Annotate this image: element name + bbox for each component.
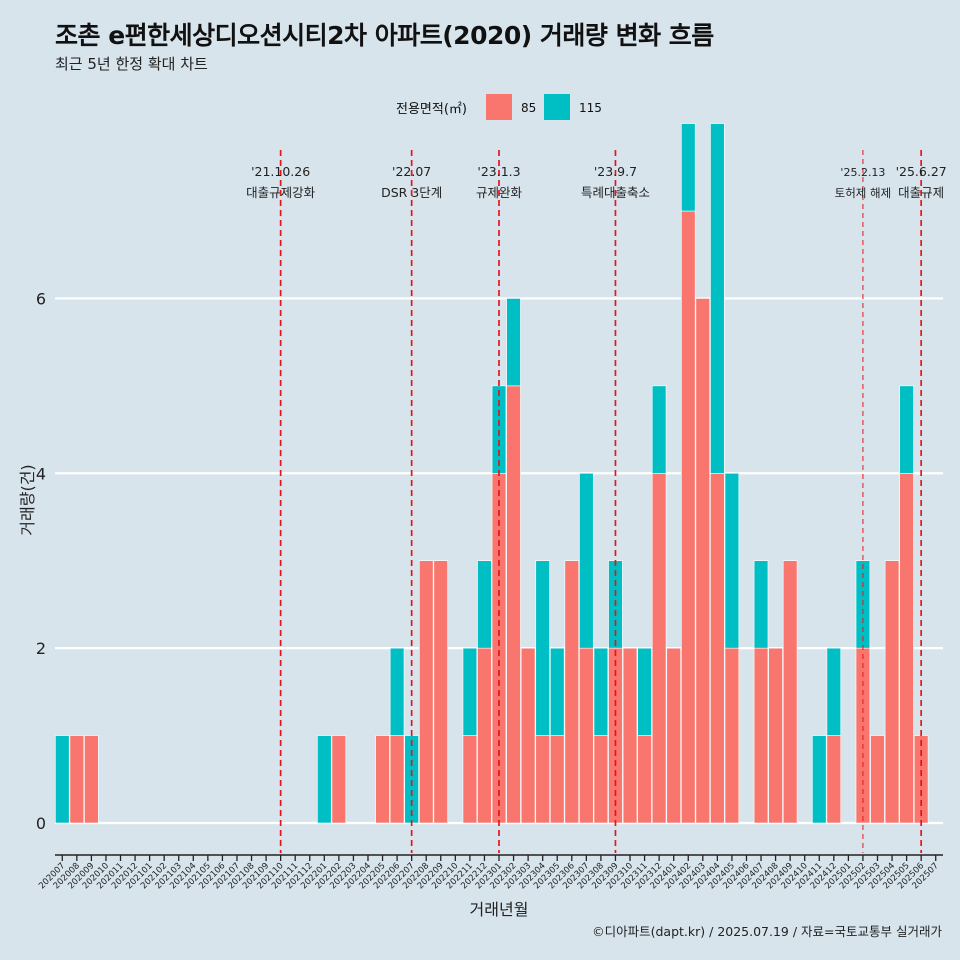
bar-85-202407: [753, 647, 769, 824]
bar-115-202404: [710, 123, 725, 474]
bar-85-202405: [724, 647, 740, 824]
event-label: 대출규제: [898, 185, 944, 200]
bar-85-202008: [69, 735, 85, 824]
event-date-label: '25.2.13: [840, 166, 885, 179]
bar-85-202504: [884, 560, 900, 824]
bar-115-202405: [724, 472, 740, 649]
event-date-label: '23.9.7: [594, 164, 637, 179]
bar-85-202208: [418, 560, 434, 824]
event-date-label: '22.07: [392, 164, 431, 179]
bar-85-202408: [768, 647, 783, 824]
bar-85-202209: [433, 560, 448, 824]
bar-85-202402: [681, 210, 696, 824]
bar-85-202206: [389, 735, 405, 824]
bar-85-202212: [477, 647, 492, 824]
bar-115-202007: [55, 735, 70, 824]
page-subtitle: 최근 5년 한정 확대 차트: [55, 55, 208, 73]
bar-115-202411: [812, 735, 827, 824]
bar-115-202505: [899, 385, 914, 474]
event-label: 대출규제강화: [246, 185, 316, 200]
bar-115-202201: [317, 735, 332, 824]
y-axis-title: 거래량(건): [18, 464, 37, 535]
bar-85-202310: [622, 647, 638, 824]
event-label: DSR 3단계: [381, 185, 442, 200]
bar-85-202009: [84, 735, 99, 824]
bar-85-202401: [666, 647, 681, 824]
bar-85-202503: [870, 735, 885, 824]
bar-115-202211: [462, 647, 478, 736]
bar-115-202206: [389, 647, 405, 736]
bar-85-202302: [506, 385, 521, 824]
bar-115-202304: [535, 560, 550, 736]
x-axis-title: 거래년월: [470, 900, 529, 919]
event-date-label: '25.6.27: [896, 164, 947, 179]
y-tick-label: 6: [36, 289, 46, 308]
legend-swatch-85: [486, 94, 512, 120]
bar-85-202409: [782, 560, 798, 824]
bar-85-202404: [710, 472, 725, 824]
event-date-label: '23.1.3: [477, 164, 520, 179]
y-tick-label: 0: [36, 814, 46, 833]
bar-85-202403: [695, 298, 711, 824]
legend-swatch-115: [544, 94, 570, 120]
bar-85-202303: [520, 647, 536, 824]
event-markers: '21.10.26 대출규제강화 '22.07 DSR 3단계 '23.1.3 규제완화 '…: [246, 150, 947, 853]
bar-115-202302: [506, 298, 521, 387]
legend: 전용면적(㎡) 85 115: [396, 94, 602, 120]
event-label: 규제완화: [476, 185, 523, 200]
legend-title: 전용면적(㎡): [396, 102, 467, 117]
bar-115-202311: [637, 647, 652, 736]
bar-115-202412: [826, 647, 842, 736]
bar-85-202308: [593, 735, 609, 824]
bar-85-202311: [637, 735, 652, 824]
event-label: 특례대출축소: [581, 185, 650, 200]
y-tick-label: 2: [36, 639, 46, 658]
bar-85-202305: [550, 735, 565, 824]
legend-label-115: 115: [579, 101, 602, 115]
event-date-label: '21.10.26: [251, 164, 310, 179]
bar-85-202211: [462, 735, 478, 824]
bar-115-202305: [550, 647, 565, 736]
bar-115-202402: [681, 123, 696, 212]
bar-85-202202: [331, 735, 347, 824]
event-label: 토허제 해제: [835, 186, 892, 200]
bar-115-202308: [593, 647, 609, 736]
bar-85-202306: [564, 560, 580, 824]
bar-85-202312: [651, 472, 667, 824]
bar-115-202312: [651, 385, 667, 474]
bar-85-202505: [899, 472, 914, 824]
bar-85-202412: [826, 735, 842, 824]
bar-85-202307: [579, 647, 594, 824]
bar-85-202304: [535, 735, 550, 824]
bar-85-202506: [913, 735, 929, 824]
y-tick-label: 4: [36, 464, 46, 483]
bar-115-202212: [477, 560, 492, 649]
bar-85-202205: [375, 735, 390, 824]
page-title: 조촌 e편한세상디오션시티2차 아파트(2020) 거래량 변화 흐름: [55, 21, 714, 50]
bar-115-202407: [753, 560, 769, 649]
bar-115-202207: [404, 735, 419, 824]
source-caption: ©디아파트(dapt.kr) / 2025.07.19 / 자료=국토교통부 실…: [592, 924, 942, 939]
legend-label-85: 85: [521, 101, 536, 115]
bars: [55, 123, 929, 824]
bar-115-202307: [579, 472, 594, 649]
